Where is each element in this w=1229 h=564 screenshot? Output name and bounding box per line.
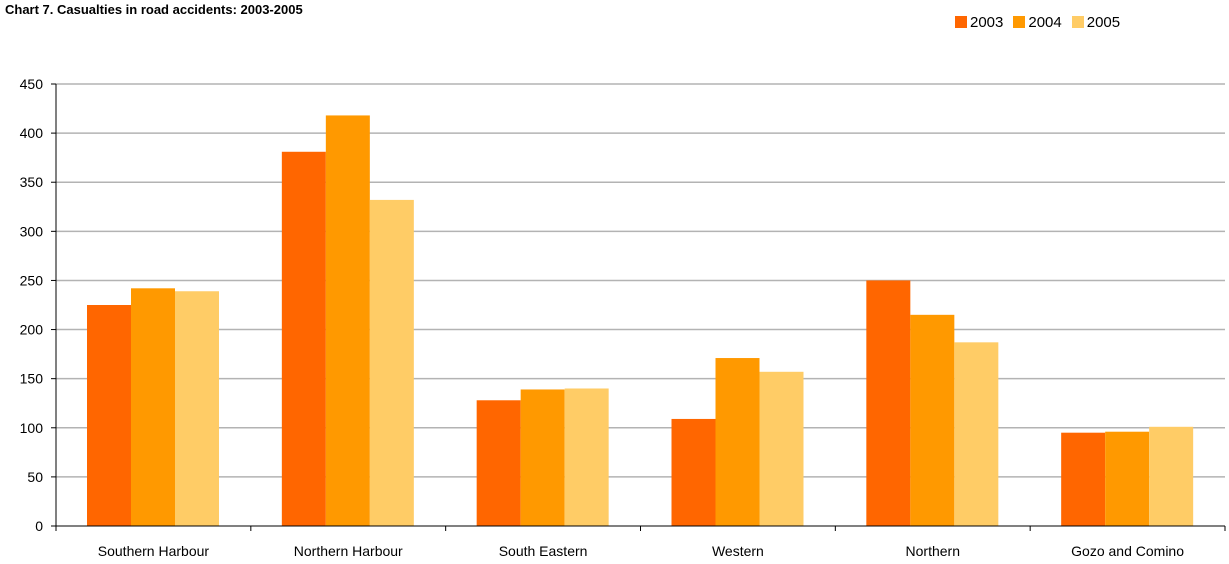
x-category-label: Gozo and Comino xyxy=(1071,543,1184,559)
y-tick-label: 450 xyxy=(20,76,44,92)
y-tick-label: 150 xyxy=(20,371,44,387)
y-tick-label: 350 xyxy=(20,174,44,190)
bar-2004-northern xyxy=(910,314,955,526)
y-tick-label: 0 xyxy=(35,518,43,534)
legend-item-2005: 2005 xyxy=(1071,13,1121,31)
bar-2004-southern-harbour xyxy=(131,288,175,526)
bar-2005-northern xyxy=(954,342,999,526)
legend-label-2005: 2005 xyxy=(1086,13,1121,31)
chart-title: Chart 7. Casualties in road accidents: 2… xyxy=(5,2,303,17)
y-tick-label: 200 xyxy=(20,322,44,338)
bar-2003-northern xyxy=(866,280,911,526)
x-category-label: Western xyxy=(712,543,764,559)
bar-2004-gozo-and-comino xyxy=(1105,431,1150,526)
y-tick-label: 100 xyxy=(20,420,44,436)
legend-item-2004: 2004 xyxy=(1013,13,1062,31)
bar-2005-southern-harbour xyxy=(175,291,219,526)
bar-2005-gozo-and-comino xyxy=(1149,426,1194,526)
legend-label-2004: 2004 xyxy=(1028,13,1062,31)
legend-label-2003: 2003 xyxy=(970,13,1004,31)
bar-2005-northern-harbour xyxy=(369,199,414,526)
bar-2004-northern-harbour xyxy=(325,115,370,526)
legend-swatch-2003 xyxy=(955,16,967,28)
bar-2005-south-eastern xyxy=(564,388,609,526)
bar-2004-western xyxy=(715,358,760,526)
bar-2003-gozo-and-comino xyxy=(1061,432,1106,526)
legend: 2003 2004 2005 xyxy=(955,12,1130,32)
bar-2004-south-eastern xyxy=(520,389,565,526)
bar-2003-northern-harbour xyxy=(281,151,326,527)
bar-2005-western xyxy=(759,371,804,526)
x-category-label: Southern Harbour xyxy=(98,543,210,559)
legend-swatch-2004 xyxy=(1013,16,1026,28)
y-tick-label: 250 xyxy=(20,272,44,288)
y-tick-label: 300 xyxy=(20,223,44,239)
bar-2003-western xyxy=(671,418,716,526)
legend-item-2003: 2003 xyxy=(955,14,1003,31)
legend-swatch-2005 xyxy=(1071,16,1084,28)
bar-2003-southern-harbour xyxy=(87,305,131,526)
x-category-label: Northern xyxy=(906,543,960,559)
x-category-label: Northern Harbour xyxy=(294,543,403,559)
x-category-label: South Eastern xyxy=(499,543,588,559)
y-tick-label: 50 xyxy=(27,469,43,485)
bar-2003-south-eastern xyxy=(476,400,521,526)
y-tick-label: 400 xyxy=(20,125,44,141)
